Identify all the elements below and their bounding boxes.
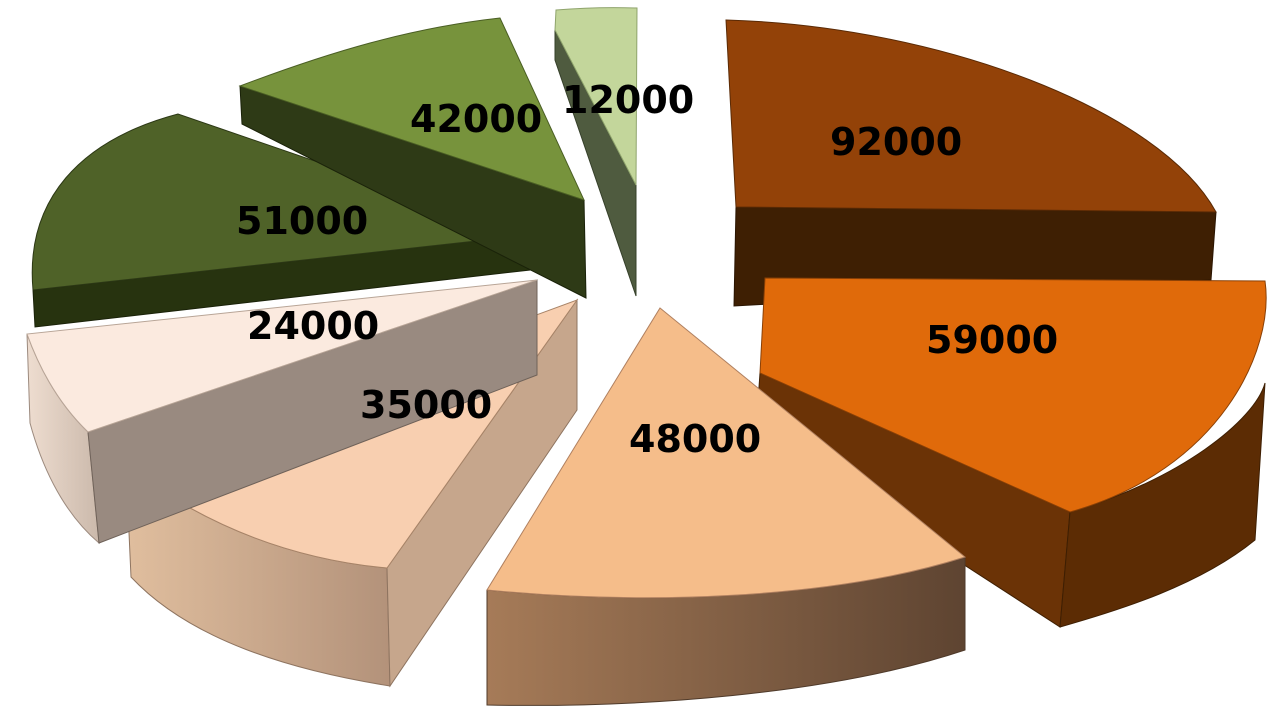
- slice-top-face: [31, 113, 531, 291]
- slice-top-face: [759, 277, 1267, 513]
- slice-top-face: [554, 7, 638, 186]
- data-label: 51000: [236, 199, 368, 243]
- data-label: 12000: [562, 78, 694, 122]
- pie-slice: [755, 277, 1267, 628]
- slice-top-face: [725, 19, 1217, 213]
- pie-slice: [238, 17, 587, 299]
- pie-slice: [486, 307, 967, 706]
- data-label: 24000: [247, 304, 379, 348]
- data-label: 92000: [830, 120, 962, 164]
- slice-top-face: [486, 307, 967, 599]
- slice-top-face: [238, 17, 585, 201]
- data-label: 35000: [360, 383, 492, 427]
- data-label: 42000: [410, 97, 542, 141]
- slice-top-face: [26, 279, 538, 433]
- data-label: 59000: [926, 318, 1058, 362]
- pie-slice: [31, 113, 531, 328]
- slice-side-face: [1059, 382, 1266, 628]
- pie-slice: [554, 7, 638, 297]
- data-label: 48000: [629, 417, 761, 461]
- pie-slice: [26, 279, 538, 545]
- pie-slice: [725, 19, 1217, 307]
